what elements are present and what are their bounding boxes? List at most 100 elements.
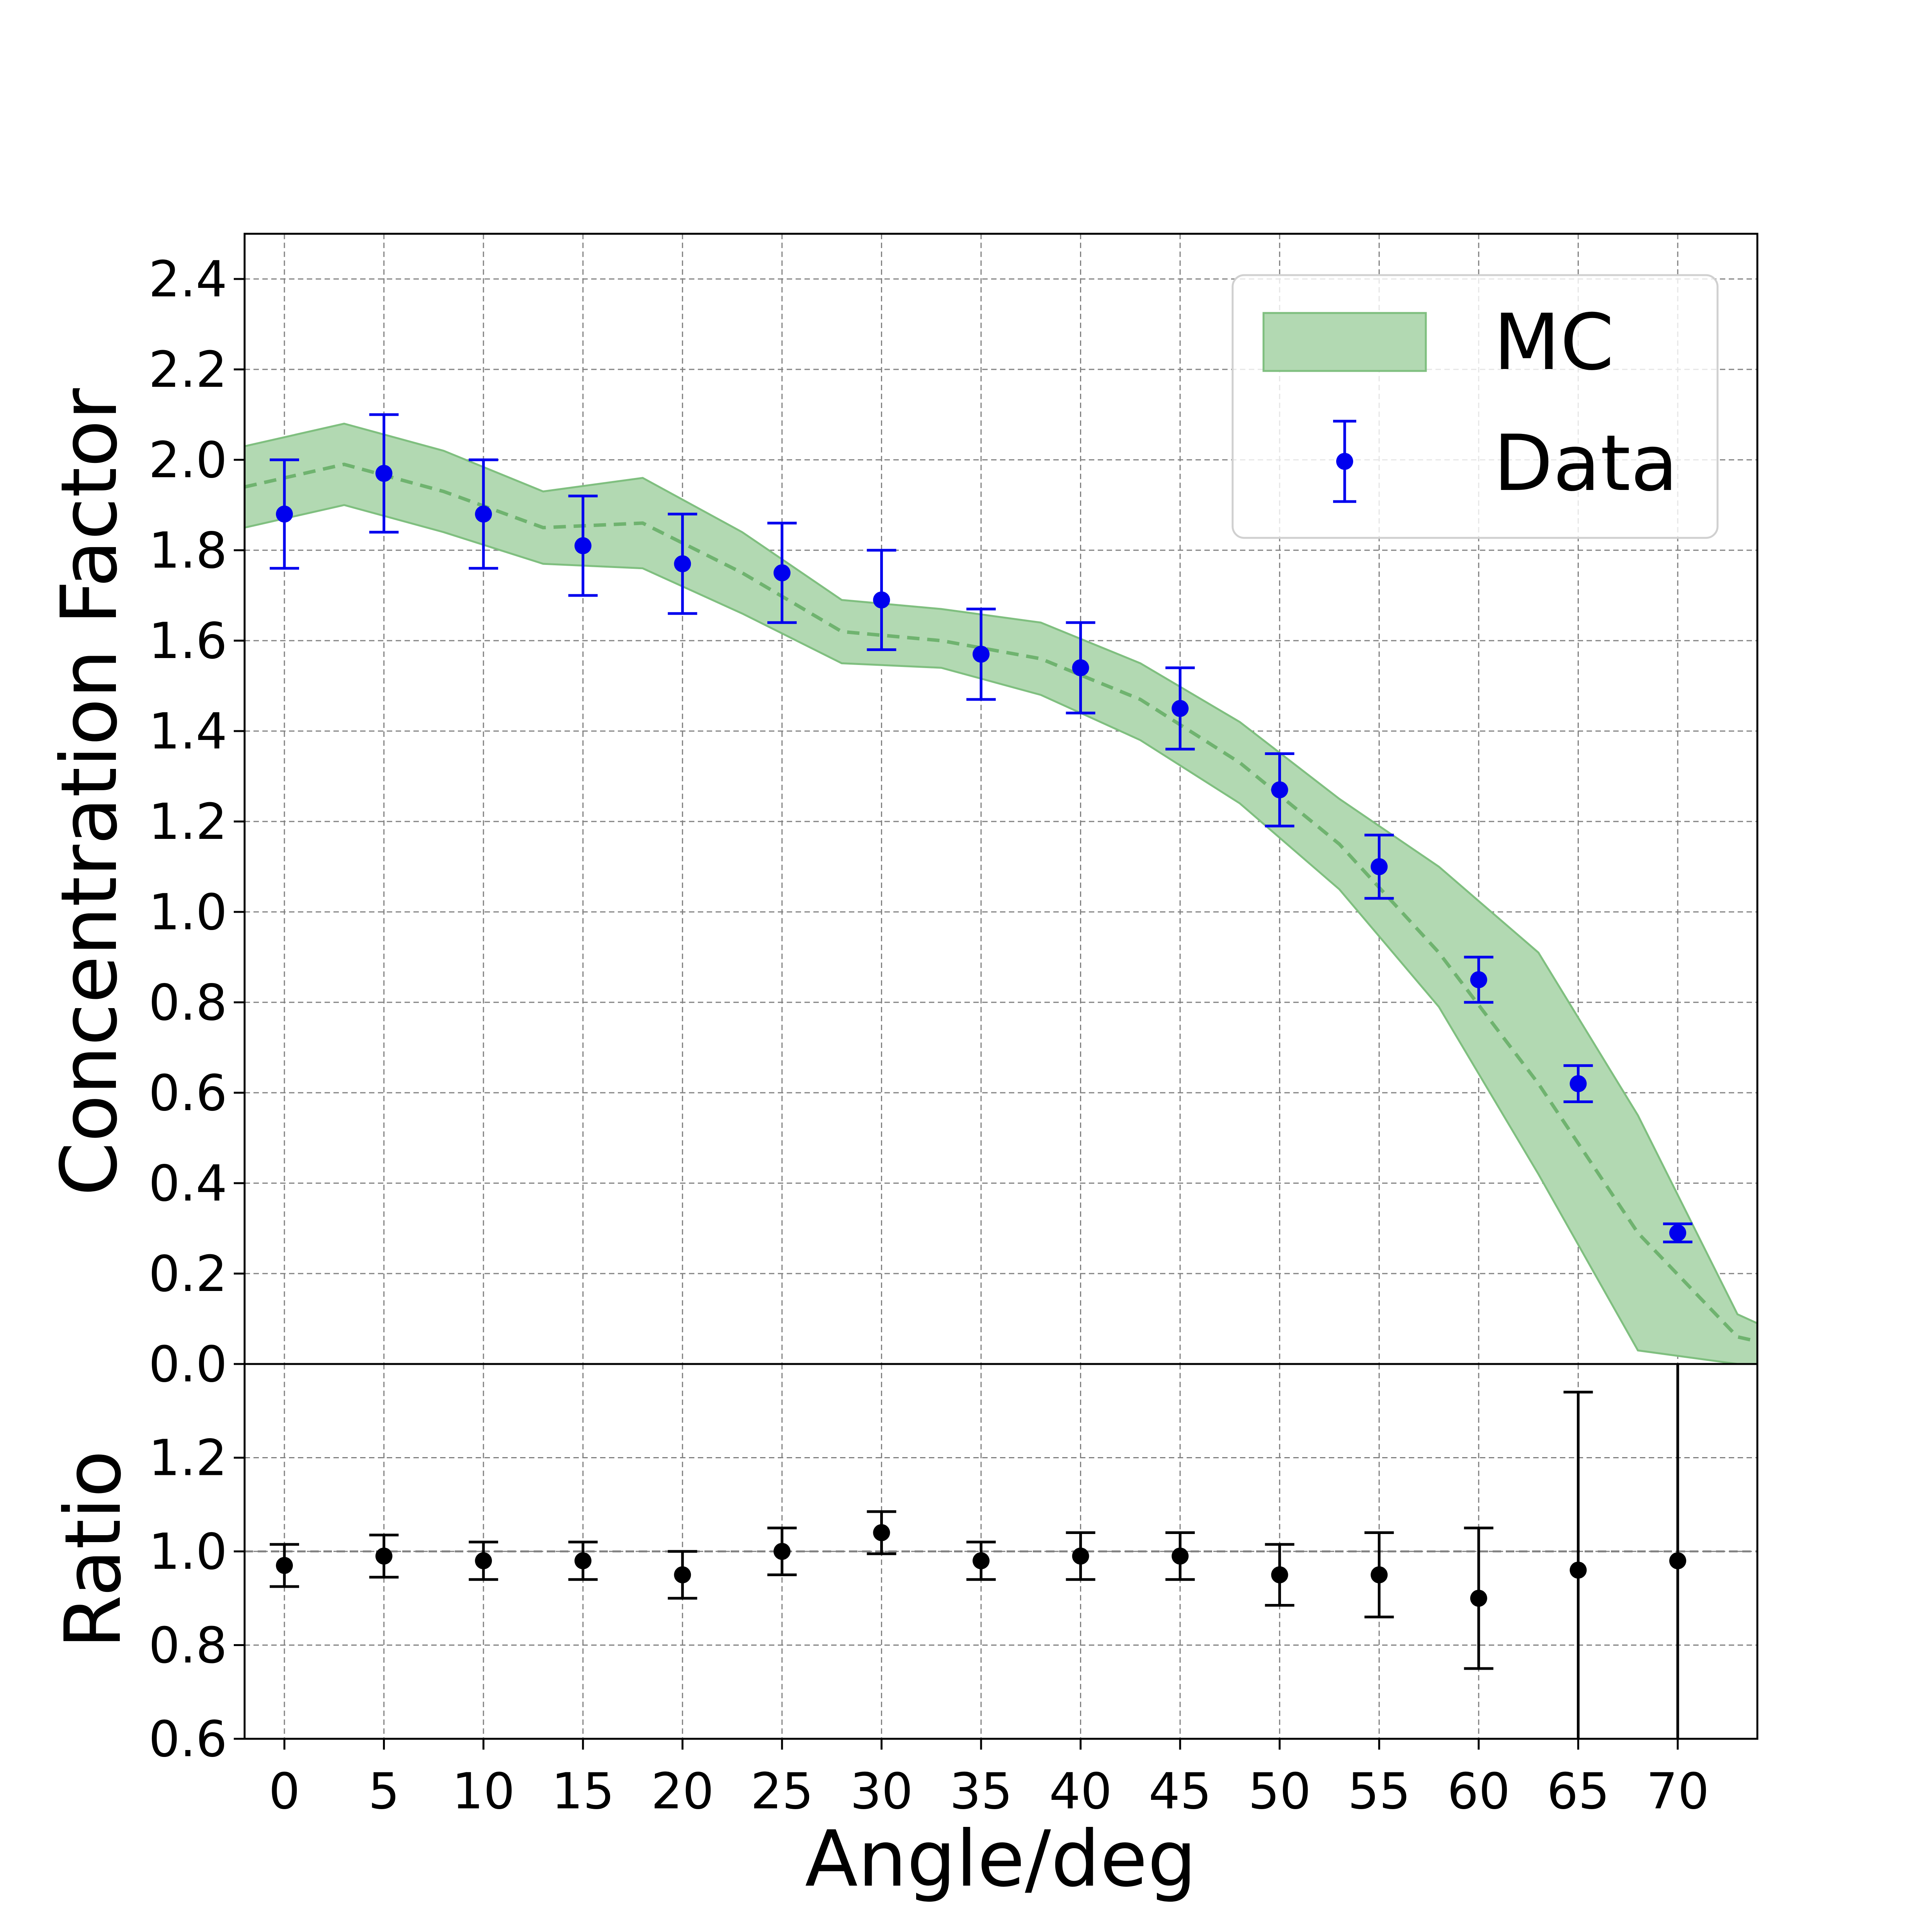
main-y-tick-label: 1.8: [148, 522, 227, 580]
data-point-group: [1563, 1064, 1593, 1103]
x-tick-label: 30: [850, 1763, 913, 1820]
main-y-tick-label: 2.4: [148, 251, 227, 308]
data-point: [1271, 781, 1288, 799]
main-y-tick-label: 0.8: [148, 974, 227, 1032]
ratio-point: [1172, 1548, 1189, 1565]
main-y-tick-label: 1.2: [148, 793, 227, 851]
legend: MC Data: [1231, 274, 1719, 539]
data-point-group: [867, 549, 896, 651]
main-y-tick-label: 1.6: [148, 612, 227, 670]
ratio-panel: 0.6 0.8 1.0 1.2 0 5 10 15 20 25 30 35 40 45 50 55 60 65 7…: [48, 1364, 1757, 1904]
main-y-tick-label: 0.0: [148, 1336, 227, 1393]
ratio-point: [1072, 1548, 1089, 1565]
ratio-point-group: [568, 1541, 598, 1581]
ratio-y-axis-title: Ratio: [48, 1450, 138, 1648]
x-tick-label: 0: [269, 1763, 300, 1820]
data-point-group: [1464, 956, 1493, 1004]
legend-mc-label: MC: [1493, 298, 1614, 388]
x-tick-labels: 0 5 10 15 20 25 30 35 40 45 50 55 60 65 70: [269, 1739, 1709, 1820]
ratio-point-group: [1265, 1543, 1294, 1607]
x-tick-label: 20: [651, 1763, 714, 1820]
ratio-point: [972, 1552, 990, 1570]
ratio-point-group: [369, 1534, 399, 1579]
ratio-points-layer: [270, 1364, 1686, 1739]
data-point: [674, 555, 691, 573]
data-point-group: [1066, 621, 1095, 714]
x-tick-label: 70: [1646, 1763, 1709, 1820]
data-point: [276, 505, 293, 523]
ratio-point-group: [1669, 1364, 1686, 1739]
data-point: [1570, 1075, 1587, 1092]
ratio-point-group: [1563, 1391, 1593, 1739]
ratio-point: [773, 1543, 791, 1560]
data-point: [375, 465, 393, 482]
x-tick-label: 15: [551, 1763, 614, 1820]
ratio-point-group: [1066, 1531, 1095, 1581]
data-point-group: [1663, 1222, 1692, 1243]
main-y-tick-label: 1.0: [148, 884, 227, 941]
ratio-point-group: [1165, 1531, 1195, 1581]
legend-data-marker: [1336, 453, 1353, 470]
data-point-group: [270, 458, 299, 570]
ratio-point: [1371, 1566, 1388, 1583]
main-y-tick-label: 2.2: [148, 341, 227, 399]
data-point-group: [966, 607, 996, 701]
x-tick-label: 45: [1149, 1763, 1212, 1820]
ratio-point: [475, 1552, 492, 1570]
data-point: [1470, 971, 1487, 988]
main-y-tick-label: 0.4: [148, 1155, 227, 1213]
main-y-tick-label: 1.4: [148, 703, 227, 760]
ratio-axes-frame: [243, 1363, 1759, 1740]
ratio-point-group: [1364, 1531, 1394, 1619]
data-point: [1072, 659, 1089, 677]
x-tick-label: 60: [1447, 1763, 1510, 1820]
data-point: [1172, 700, 1189, 717]
x-tick-label: 50: [1248, 1763, 1311, 1820]
ratio-point: [276, 1557, 293, 1574]
ratio-point: [1570, 1561, 1587, 1579]
ratio-point: [1271, 1566, 1288, 1583]
x-tick-label: 25: [750, 1763, 813, 1820]
data-point: [574, 537, 592, 554]
ratio-point-group: [767, 1526, 797, 1577]
data-point-group: [1265, 752, 1294, 828]
data-points-layer: [270, 413, 1692, 1243]
ratio-y-tick-label: 1.2: [148, 1430, 227, 1487]
ratio-y-tick-label: 1.0: [148, 1523, 227, 1581]
main-y-axis-title: Concentration Factor: [44, 388, 134, 1196]
legend-mc-swatch: [1262, 312, 1427, 372]
ratio-point-group: [270, 1543, 299, 1588]
data-point: [773, 564, 791, 582]
ratio-point-group: [668, 1550, 697, 1600]
data-point-group: [1364, 833, 1394, 900]
ratio-point-group: [1464, 1526, 1493, 1670]
ratio-y-tick-labels: 0.6 0.8 1.0 1.2: [148, 1430, 245, 1768]
data-point-group: [668, 512, 697, 615]
main-y-tick-label: 2.0: [148, 432, 227, 489]
data-point-group: [767, 522, 797, 624]
ratio-y-tick-label: 0.6: [148, 1711, 227, 1768]
x-tick-label: 65: [1547, 1763, 1610, 1820]
x-tick-label: 40: [1049, 1763, 1112, 1820]
data-point-group: [1165, 666, 1195, 751]
x-tick-label: 35: [950, 1763, 1013, 1820]
data-point-group: [568, 495, 598, 597]
data-point: [475, 505, 492, 523]
x-tick-label: 10: [452, 1763, 515, 1820]
ratio-y-tick-label: 0.8: [148, 1617, 227, 1675]
ratio-point-group: [469, 1541, 498, 1581]
main-y-tick-label: 0.2: [148, 1245, 227, 1303]
data-point: [1669, 1224, 1686, 1242]
x-axis-title: Angle/deg: [805, 1814, 1196, 1904]
legend-data-label: Data: [1493, 418, 1678, 509]
ratio-point: [674, 1566, 691, 1583]
ratio-point: [1669, 1552, 1686, 1570]
ratio-point: [1470, 1590, 1487, 1607]
main-y-tick-label: 0.6: [148, 1065, 227, 1122]
main-y-tick-labels: 0.0 0.2 0.4 0.6 0.8 1.0 1.2 1.4 1.6 1.8 2.0 2.2 2.4: [148, 251, 245, 1393]
data-point-group: [469, 458, 498, 570]
ratio-point-group: [966, 1541, 996, 1581]
x-tick-label: 55: [1348, 1763, 1411, 1820]
ratio-point: [375, 1548, 393, 1565]
